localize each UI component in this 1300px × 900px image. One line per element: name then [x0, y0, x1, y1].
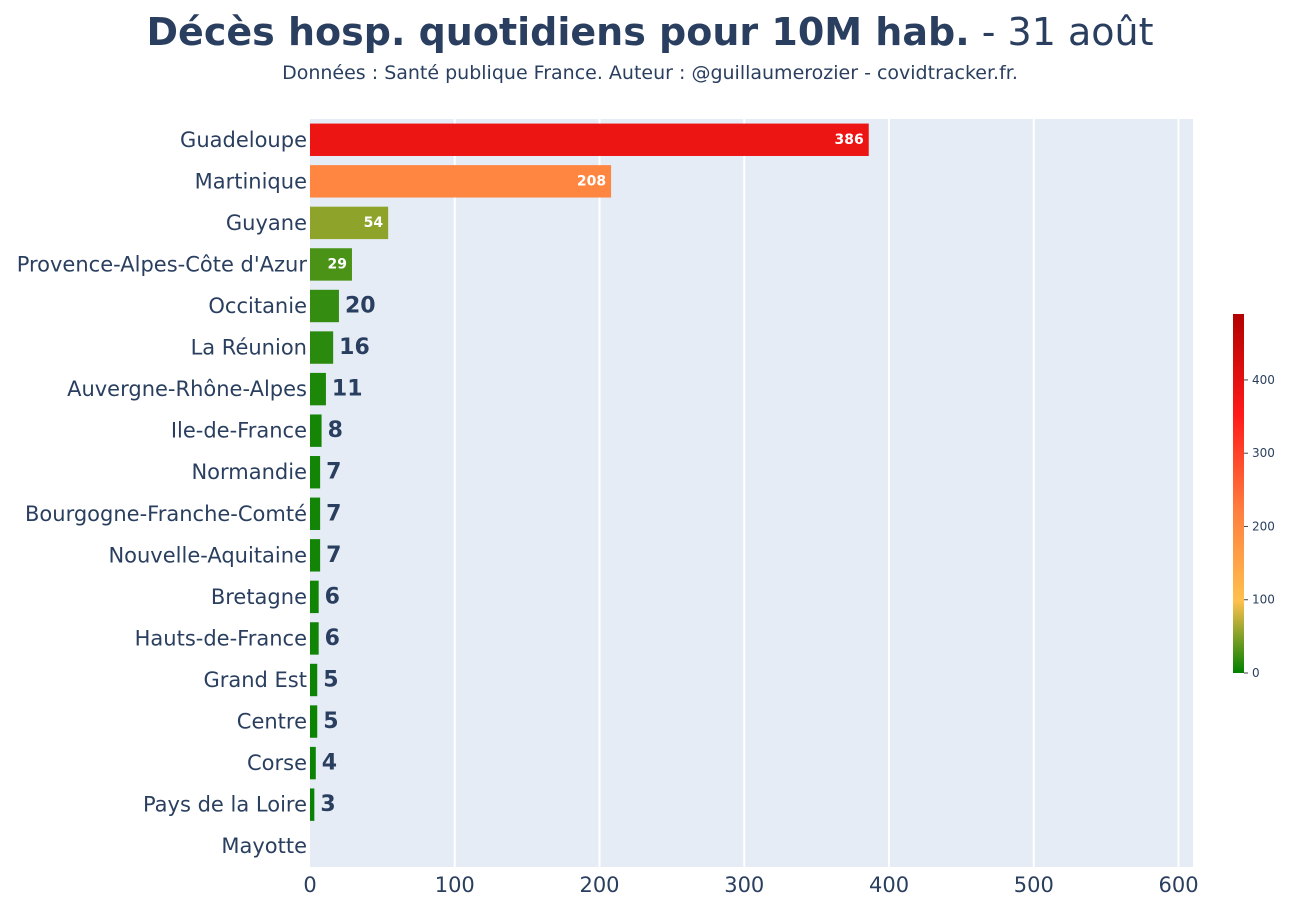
- category-label: Guadeloupe: [180, 128, 307, 152]
- data-label: 3: [320, 792, 335, 817]
- x-tick-label: 200: [579, 873, 619, 897]
- x-axis-ticks: 0 100 200 300 400 500 600: [303, 873, 1198, 897]
- bar: [310, 705, 318, 738]
- data-label: 208: [577, 173, 606, 189]
- category-label: Centre: [237, 710, 307, 734]
- category-labels: Guadeloupe Martinique Guyane Provence-Alpes…: [17, 128, 308, 858]
- x-tick-label: 400: [869, 873, 909, 897]
- bar: [310, 123, 869, 156]
- category-label: Pays de la Loire: [143, 793, 307, 817]
- bar: [310, 580, 319, 614]
- bar: [310, 331, 334, 364]
- bar: [310, 788, 315, 821]
- data-label: 20: [345, 294, 376, 319]
- bar: [310, 456, 321, 489]
- bar: [310, 497, 321, 530]
- category-label: Bretagne: [211, 585, 307, 609]
- data-label: 6: [325, 584, 340, 609]
- category-label: Martinique: [195, 169, 307, 193]
- bar: [310, 372, 326, 406]
- colorbar-tick-label: 300: [1252, 446, 1275, 460]
- chart-title-date: - 31 août: [969, 10, 1154, 54]
- chart-title: Décès hosp. quotidiens pour 10M hab. - 3…: [0, 8, 1300, 56]
- bar: [310, 622, 319, 655]
- bar: [310, 746, 316, 780]
- bar: [310, 248, 352, 281]
- data-label: 6: [325, 626, 340, 651]
- category-label: Mayotte: [221, 834, 307, 858]
- plot-area: [310, 119, 1193, 867]
- category-label: Corse: [247, 751, 307, 775]
- data-label: 11: [332, 377, 363, 402]
- bar: [310, 206, 389, 240]
- category-label: Normandie: [191, 460, 307, 484]
- x-tick-label: 0: [303, 873, 316, 897]
- colorbar-tick-label: 100: [1252, 593, 1275, 607]
- x-tick-label: 100: [435, 873, 475, 897]
- data-label: 386: [835, 132, 864, 148]
- chart-subtitle: Données : Santé publique France. Auteur …: [282, 62, 1018, 84]
- category-label: Provence-Alpes-Côte d'Azur: [17, 252, 308, 276]
- bar: [310, 539, 321, 572]
- data-label: 16: [339, 335, 370, 360]
- category-label: La Réunion: [191, 336, 307, 360]
- gridlines: [453, 119, 1180, 867]
- category-label: Ile-de-France: [171, 419, 307, 443]
- data-label: 5: [323, 709, 338, 734]
- x-tick-label: 500: [1014, 873, 1054, 897]
- colorbar-tick-label: 400: [1252, 373, 1275, 387]
- colorbar: 0 100 200 300 400: [1233, 314, 1275, 680]
- data-label: 5: [323, 668, 338, 693]
- data-label: 29: [327, 256, 346, 272]
- data-label: 7: [326, 501, 341, 526]
- category-label: Hauts-de-France: [135, 626, 307, 650]
- bar: [310, 663, 318, 697]
- colorbar-gradient: [1233, 314, 1244, 673]
- chart-title-main: Décès hosp. quotidiens pour 10M hab.: [146, 10, 970, 54]
- category-label: Auvergne-Rhône-Alpes: [67, 377, 307, 401]
- bar: [310, 165, 612, 198]
- data-label: 54: [364, 215, 384, 231]
- colorbar-tick-label: 200: [1252, 519, 1275, 533]
- bar: [310, 414, 322, 447]
- bar: [310, 289, 339, 323]
- category-label: Bourgogne-Franche-Comté: [25, 502, 307, 526]
- x-tick-label: 600: [1158, 873, 1198, 897]
- category-label: Nouvelle-Aquitaine: [108, 543, 307, 567]
- data-label: 7: [326, 543, 341, 568]
- x-tick-label: 300: [724, 873, 764, 897]
- data-label: 4: [322, 751, 337, 776]
- data-label: 8: [328, 418, 343, 443]
- colorbar-tick-label: 0: [1252, 666, 1260, 680]
- category-label: Occitanie: [208, 294, 307, 318]
- category-label: Guyane: [226, 211, 307, 235]
- data-label: 7: [326, 460, 341, 485]
- category-label: Grand Est: [203, 668, 307, 692]
